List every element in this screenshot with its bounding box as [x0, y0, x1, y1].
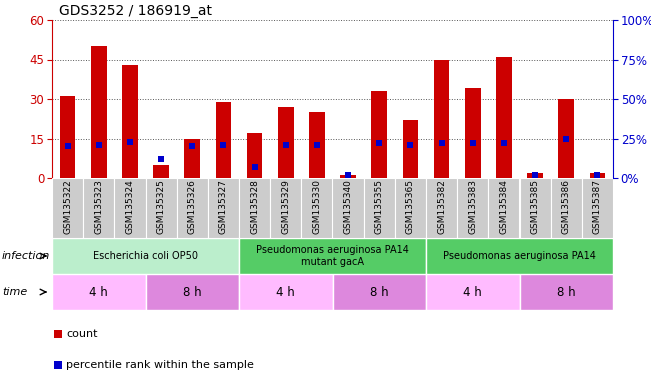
Bar	[333, 178, 364, 238]
Bar	[122, 65, 138, 178]
Text: GSM135326: GSM135326	[187, 179, 197, 234]
Text: GSM135383: GSM135383	[468, 179, 477, 234]
Text: GSM135387: GSM135387	[593, 179, 602, 234]
Bar	[52, 178, 83, 238]
Text: time: time	[2, 287, 27, 297]
Text: GSM135386: GSM135386	[562, 179, 571, 234]
Text: GSM135327: GSM135327	[219, 179, 228, 234]
Bar	[590, 173, 605, 178]
Bar	[395, 178, 426, 238]
Bar	[364, 178, 395, 238]
Text: GSM135355: GSM135355	[375, 179, 383, 234]
Text: GSM135329: GSM135329	[281, 179, 290, 234]
Text: GSM135325: GSM135325	[157, 179, 165, 234]
Bar	[83, 178, 115, 238]
Bar	[309, 112, 325, 178]
Bar	[582, 178, 613, 238]
Text: Pseudomonas aeruginosa PA14
mutant gacA: Pseudomonas aeruginosa PA14 mutant gacA	[256, 245, 409, 267]
Bar	[153, 165, 169, 178]
Text: GSM135382: GSM135382	[437, 179, 446, 234]
Text: GSM135340: GSM135340	[344, 179, 353, 234]
Bar	[551, 178, 582, 238]
Bar	[457, 178, 488, 238]
Bar	[488, 178, 519, 238]
Text: Escherichia coli OP50: Escherichia coli OP50	[93, 251, 198, 261]
Bar	[559, 99, 574, 178]
Text: 4 h: 4 h	[89, 285, 108, 298]
Bar	[402, 120, 418, 178]
Bar	[146, 178, 176, 238]
Bar	[519, 178, 551, 238]
Text: Pseudomonas aeruginosa PA14: Pseudomonas aeruginosa PA14	[443, 251, 596, 261]
Text: GDS3252 / 186919_at: GDS3252 / 186919_at	[59, 4, 212, 18]
Bar	[527, 173, 543, 178]
Bar	[434, 60, 449, 178]
Bar	[184, 139, 200, 178]
Text: infection: infection	[2, 251, 50, 261]
Bar	[426, 274, 519, 310]
Text: GSM135330: GSM135330	[312, 179, 322, 234]
Text: 4 h: 4 h	[277, 285, 295, 298]
Text: GSM135323: GSM135323	[94, 179, 104, 234]
Text: GSM135365: GSM135365	[406, 179, 415, 234]
Bar	[176, 178, 208, 238]
Bar	[340, 175, 356, 178]
Bar	[215, 102, 231, 178]
Bar	[52, 238, 239, 274]
Bar	[91, 46, 107, 178]
Text: 8 h: 8 h	[557, 285, 575, 298]
Bar	[208, 178, 239, 238]
Bar	[247, 133, 262, 178]
Bar	[496, 57, 512, 178]
Text: GSM135328: GSM135328	[250, 179, 259, 234]
Bar	[333, 274, 426, 310]
Bar	[426, 238, 613, 274]
Bar	[239, 178, 270, 238]
Bar	[239, 274, 333, 310]
Bar	[465, 88, 480, 178]
Text: 4 h: 4 h	[464, 285, 482, 298]
Bar	[426, 178, 457, 238]
Bar	[278, 107, 294, 178]
Bar	[301, 178, 333, 238]
Text: 8 h: 8 h	[370, 285, 389, 298]
Text: GSM135384: GSM135384	[499, 179, 508, 234]
Bar	[146, 274, 239, 310]
Bar	[519, 274, 613, 310]
Text: count: count	[66, 329, 98, 339]
Bar	[52, 274, 146, 310]
Text: GSM135322: GSM135322	[63, 179, 72, 234]
Text: GSM135385: GSM135385	[531, 179, 540, 234]
Text: 8 h: 8 h	[183, 285, 202, 298]
Text: percentile rank within the sample: percentile rank within the sample	[66, 360, 254, 370]
Bar	[270, 178, 301, 238]
Bar	[372, 91, 387, 178]
Bar	[239, 238, 426, 274]
Text: GSM135324: GSM135324	[126, 179, 134, 234]
Bar	[60, 96, 76, 178]
Bar	[115, 178, 146, 238]
